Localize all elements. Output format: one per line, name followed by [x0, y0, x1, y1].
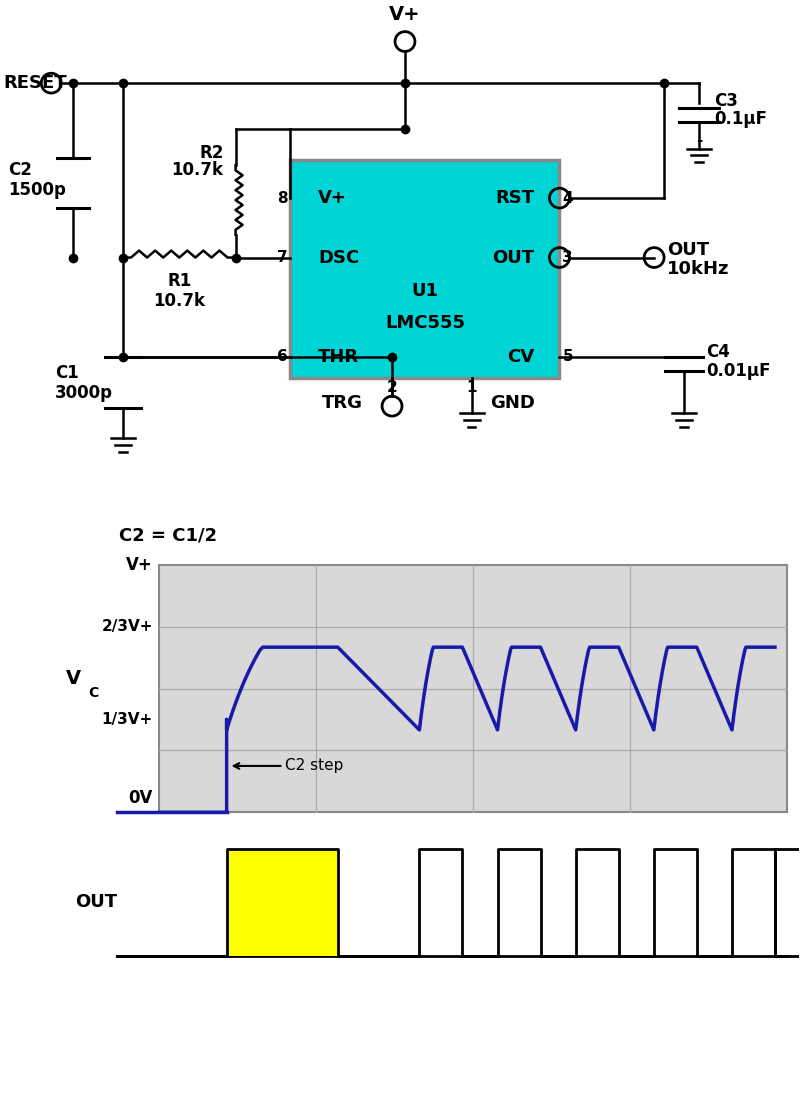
- Text: OUT: OUT: [667, 240, 709, 258]
- Text: 10kHz: 10kHz: [667, 260, 730, 278]
- Text: C: C: [88, 687, 98, 700]
- Text: 10.7k: 10.7k: [154, 293, 206, 311]
- Text: 0.1μF: 0.1μF: [714, 110, 767, 128]
- FancyBboxPatch shape: [159, 564, 786, 812]
- Text: 8: 8: [277, 190, 287, 206]
- Text: 3: 3: [562, 250, 573, 265]
- Text: -: -: [696, 132, 702, 148]
- Text: 2: 2: [386, 381, 398, 395]
- Text: 1500p: 1500p: [8, 181, 66, 199]
- Text: R1: R1: [167, 273, 191, 290]
- Text: R2: R2: [199, 144, 224, 161]
- FancyBboxPatch shape: [226, 849, 338, 956]
- Text: V+: V+: [318, 189, 347, 207]
- Text: OUT: OUT: [493, 248, 534, 266]
- Text: C2 = C1/2: C2 = C1/2: [119, 526, 217, 545]
- Text: LMC555: LMC555: [385, 314, 465, 332]
- Text: 2/3V+: 2/3V+: [102, 619, 153, 634]
- Text: U1: U1: [411, 283, 438, 301]
- Text: C2: C2: [8, 161, 32, 179]
- Text: 0V: 0V: [129, 788, 153, 807]
- Text: 10.7k: 10.7k: [172, 161, 224, 179]
- Text: TRG: TRG: [322, 394, 363, 412]
- Text: THR: THR: [318, 347, 359, 365]
- Text: 7: 7: [277, 250, 287, 265]
- Text: V+: V+: [126, 555, 153, 573]
- Text: 0.01μF: 0.01μF: [706, 363, 770, 381]
- Text: 1/3V+: 1/3V+: [102, 712, 153, 727]
- Text: C3: C3: [714, 92, 738, 110]
- Text: V+: V+: [389, 4, 421, 23]
- Text: C4: C4: [706, 343, 730, 361]
- Text: DSC: DSC: [318, 248, 359, 266]
- Text: OUT: OUT: [75, 893, 117, 910]
- Text: 6: 6: [277, 349, 287, 364]
- Text: 5: 5: [562, 349, 573, 364]
- Text: RST: RST: [495, 189, 534, 207]
- Text: RESET: RESET: [3, 75, 67, 92]
- Text: V: V: [66, 669, 81, 688]
- Text: CV: CV: [507, 347, 534, 365]
- Text: C2 step: C2 step: [286, 758, 344, 774]
- Text: GND: GND: [490, 394, 534, 412]
- Text: 3000p: 3000p: [55, 384, 114, 402]
- Text: 4: 4: [562, 190, 573, 206]
- FancyBboxPatch shape: [290, 160, 559, 378]
- Text: 1: 1: [466, 381, 477, 395]
- Text: C1: C1: [55, 364, 79, 383]
